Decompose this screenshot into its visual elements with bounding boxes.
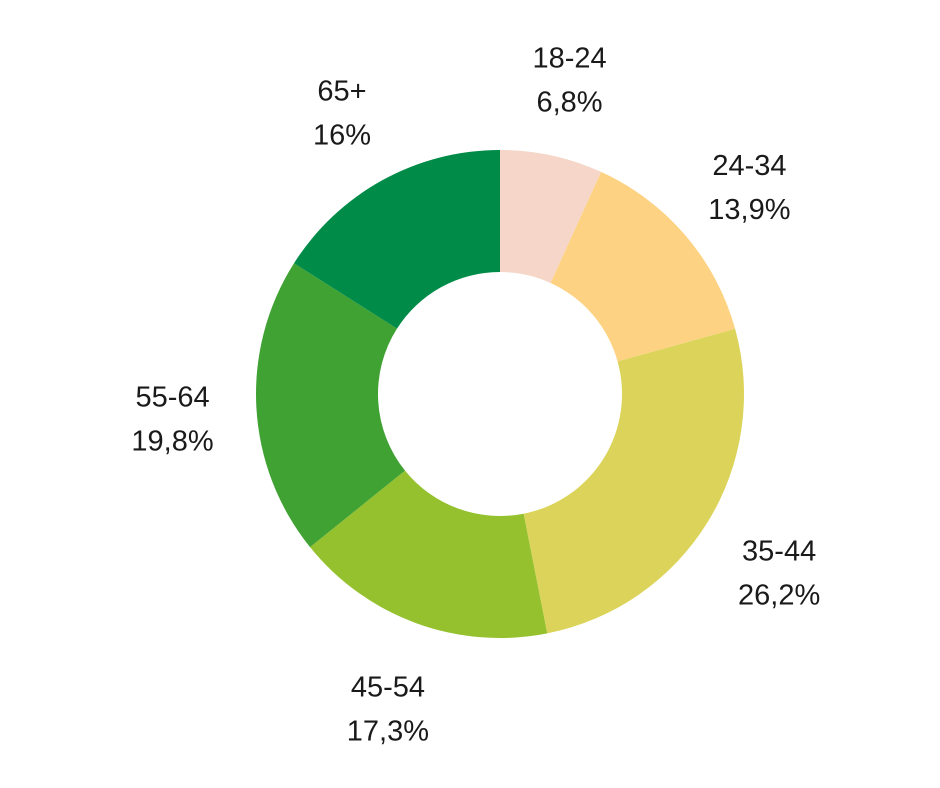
slice-category-label: 35-44 (742, 535, 816, 567)
donut-slices (256, 150, 744, 638)
slice-label-35-44: 35-44 26,2% (738, 535, 820, 611)
slice-35-44 (523, 328, 744, 634)
slice-label-45-54: 45-54 17,3% (347, 671, 429, 747)
slice-label-24-34: 24-34 13,9% (708, 150, 790, 226)
slice-value-label: 19,8% (131, 426, 213, 458)
slice-category-label: 65+ (317, 76, 366, 108)
slice-label-65-plus: 65+ 16% (313, 76, 371, 152)
slice-label-55-64: 55-64 19,8% (131, 382, 213, 458)
slice-55-64 (256, 263, 406, 548)
slice-category-label: 55-64 (135, 382, 209, 414)
slice-value-label: 6,8% (536, 86, 602, 118)
slice-category-label: 45-54 (351, 671, 425, 703)
slice-value-label: 17,3% (347, 715, 429, 747)
slice-value-label: 16% (313, 120, 371, 152)
slice-category-label: 18-24 (532, 42, 606, 74)
slice-label-18-24: 18-24 6,8% (532, 42, 606, 118)
slice-value-label: 26,2% (738, 579, 820, 611)
slice-45-54 (310, 470, 548, 638)
slice-24-34 (550, 171, 736, 362)
slice-65-plus (293, 150, 500, 329)
slice-18-24 (500, 150, 602, 283)
slice-category-label: 24-34 (712, 150, 786, 182)
slice-value-label: 13,9% (708, 194, 790, 226)
slice-labels: 18-24 6,8% 24-34 13,9% 35-44 26,2% 45-54 17,3% 5… (131, 42, 820, 747)
